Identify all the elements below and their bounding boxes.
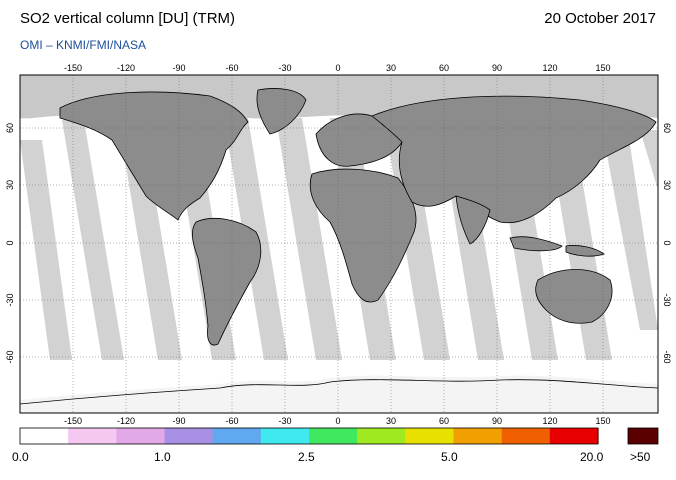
lat-tick-right: 0 bbox=[662, 240, 672, 245]
lon-tick-top: -150 bbox=[64, 63, 82, 73]
lon-tick-top: -60 bbox=[225, 63, 238, 73]
lat-tick-right: 30 bbox=[662, 180, 672, 190]
colorbar-label-5: >50 bbox=[630, 450, 651, 464]
lon-tick-bottom: -90 bbox=[172, 416, 185, 426]
lat-tick-right: 60 bbox=[662, 123, 672, 133]
colorbar-segment bbox=[68, 428, 117, 444]
lat-tick-left: 60 bbox=[5, 123, 15, 133]
map-date: 20 October 2017 bbox=[544, 10, 656, 27]
colorbar-label-0: 0.0 bbox=[12, 450, 29, 464]
map-credit: OMI – KNMI/FMI/NASA bbox=[20, 38, 147, 52]
africa bbox=[309, 168, 417, 303]
lat-tick-right: -30 bbox=[662, 293, 672, 306]
colorbar-segment bbox=[357, 428, 406, 444]
lon-tick-bottom: -120 bbox=[117, 416, 135, 426]
lon-tick-top: 60 bbox=[439, 63, 449, 73]
lon-tick-bottom: 30 bbox=[386, 416, 396, 426]
top-longitude-ticks: -150 -120 -90 -60 -30 0 30 60 90 120 150 bbox=[64, 63, 611, 73]
colorbar-segment bbox=[212, 428, 262, 444]
lon-tick-top: -120 bbox=[117, 63, 135, 73]
colorbar-segment bbox=[260, 428, 310, 444]
right-latitude-ticks: 60 30 0 -30 -60 bbox=[662, 123, 672, 364]
antarctica bbox=[20, 379, 658, 413]
colorbar-segment bbox=[405, 428, 455, 444]
lon-tick-bottom: 90 bbox=[492, 416, 502, 426]
lon-tick-top: 150 bbox=[595, 63, 610, 73]
lon-tick-top: -90 bbox=[172, 63, 185, 73]
colorbar-label-1: 1.0 bbox=[154, 450, 171, 464]
indonesia bbox=[509, 236, 605, 257]
lon-tick-bottom: 150 bbox=[595, 416, 610, 426]
lat-tick-left: -30 bbox=[5, 293, 15, 306]
colorbar-segment bbox=[453, 428, 503, 444]
colorbar-segment bbox=[309, 428, 358, 444]
colorbar-segment bbox=[501, 428, 551, 444]
colorbar-segment bbox=[549, 428, 599, 444]
map-title: SO2 vertical column [DU] (TRM) bbox=[20, 10, 236, 27]
graticule bbox=[20, 75, 658, 413]
lon-tick-bottom: -150 bbox=[64, 416, 82, 426]
lon-tick-top: 0 bbox=[335, 63, 340, 73]
colorbar-frame bbox=[19, 427, 599, 445]
lat-tick-right: -60 bbox=[662, 350, 672, 363]
lat-tick-left: 30 bbox=[5, 180, 15, 190]
colorbar-label-4: 20.0 bbox=[580, 450, 604, 464]
colorbar-segment bbox=[20, 428, 69, 444]
bottom-longitude-ticks: -150 -120 -90 -60 -30 0 30 60 90 120 150 bbox=[64, 416, 611, 426]
lon-tick-top: 30 bbox=[386, 63, 396, 73]
indian-subcontinent bbox=[455, 195, 491, 245]
lat-tick-left: 0 bbox=[5, 240, 15, 245]
map-frame bbox=[19, 74, 659, 414]
lon-tick-top: -30 bbox=[278, 63, 291, 73]
colorbar-segment bbox=[164, 428, 214, 444]
south-america bbox=[192, 217, 262, 346]
left-latitude-ticks: 60 30 0 -30 -60 bbox=[5, 123, 15, 364]
colorbar-label-2: 2.5 bbox=[298, 450, 315, 464]
greenland bbox=[256, 88, 307, 135]
colorbar-segment bbox=[116, 428, 166, 444]
lat-tick-left: -60 bbox=[5, 350, 15, 363]
lon-tick-bottom: -60 bbox=[225, 416, 238, 426]
lon-tick-top: 90 bbox=[492, 63, 502, 73]
lon-tick-bottom: 60 bbox=[439, 416, 449, 426]
north-america bbox=[59, 91, 249, 221]
colorbar-segments bbox=[20, 428, 599, 444]
lon-tick-bottom: -30 bbox=[278, 416, 291, 426]
lon-tick-bottom: 0 bbox=[335, 416, 340, 426]
colorbar bbox=[19, 427, 659, 445]
lon-tick-bottom: 120 bbox=[542, 416, 557, 426]
colorbar-overflow-swatch bbox=[627, 427, 659, 445]
colorbar-label-3: 5.0 bbox=[441, 450, 458, 464]
lon-tick-top: 120 bbox=[542, 63, 557, 73]
australia bbox=[535, 269, 613, 324]
